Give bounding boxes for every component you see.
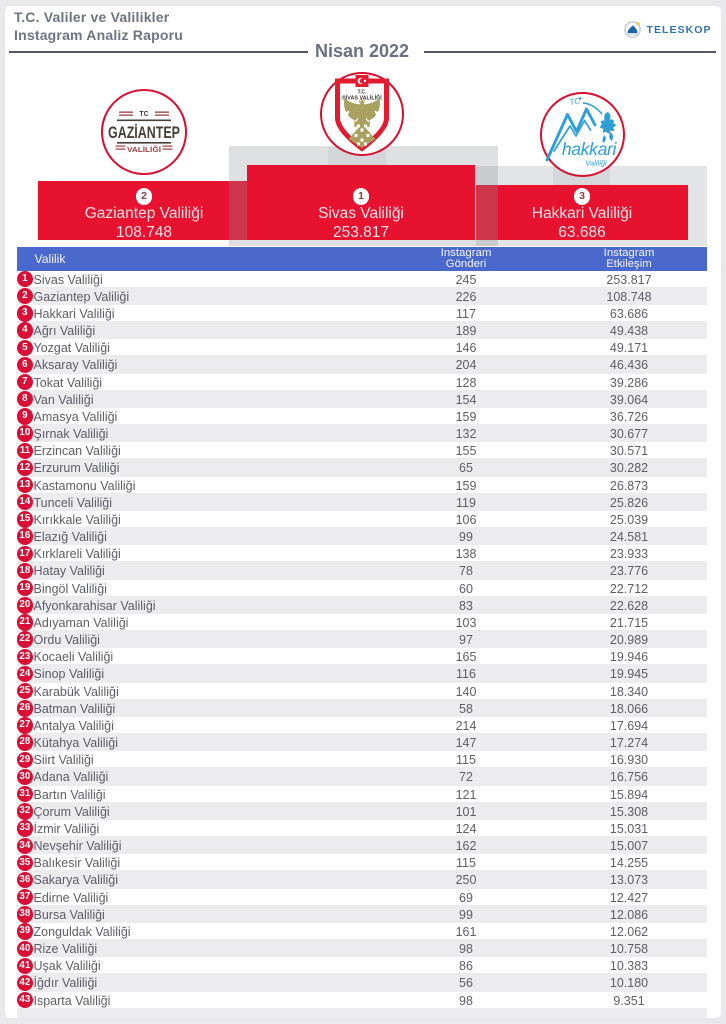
svg-text:TC: TC: [139, 111, 148, 118]
svg-text:Valiliği: Valiliği: [585, 158, 607, 167]
svg-text:VALİLİĞİ: VALİLİĞİ: [127, 145, 161, 154]
svg-text:TC: TC: [568, 96, 581, 107]
svg-text:T.C.: T.C.: [358, 90, 368, 96]
svg-text:GAZİANTEP: GAZİANTEP: [108, 124, 180, 142]
svg-text:hakkari: hakkari: [561, 139, 617, 159]
svg-text:SİVAS VALİLİĞİ: SİVAS VALİLİĞİ: [342, 94, 382, 102]
